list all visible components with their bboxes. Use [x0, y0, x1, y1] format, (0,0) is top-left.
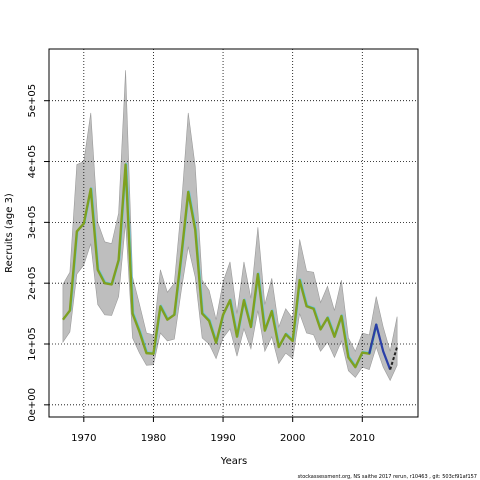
confidence-band [62, 70, 398, 382]
y-tick-label: 2e+05 [27, 266, 38, 300]
x-tick-label: 1990 [210, 433, 235, 444]
line-layer [61, 162, 399, 370]
y-tick-label: 4e+05 [27, 145, 38, 179]
grid-layer [49, 49, 418, 417]
confidence-band-layer [62, 70, 398, 382]
estimate-series-line [61, 163, 378, 369]
footer-credit: stockassessment.org, NS saithe 2017 reru… [298, 474, 477, 480]
axis-layer: 1970 1980 1990 2000 2010 0e+00 1e+05 2e+05 3e+05… [27, 84, 375, 444]
y-axis-label: Recruits (age 3) [4, 193, 15, 273]
y-tick-label: 1e+05 [27, 327, 38, 361]
x-tick-label: 1970 [71, 433, 96, 444]
y-tick-label: 0e+00 [27, 388, 38, 422]
x-tick-label: 2010 [350, 433, 375, 444]
x-tick-label: 2000 [280, 433, 305, 444]
y-tick-label: 3e+05 [27, 206, 38, 240]
y-tick-label: 5e+05 [27, 84, 38, 118]
plot-frame [48, 48, 419, 418]
x-tick-label: 1980 [141, 433, 166, 444]
projection-series-line [389, 346, 399, 370]
recent-series-line [368, 323, 392, 370]
x-axis-label: Years [220, 456, 247, 467]
